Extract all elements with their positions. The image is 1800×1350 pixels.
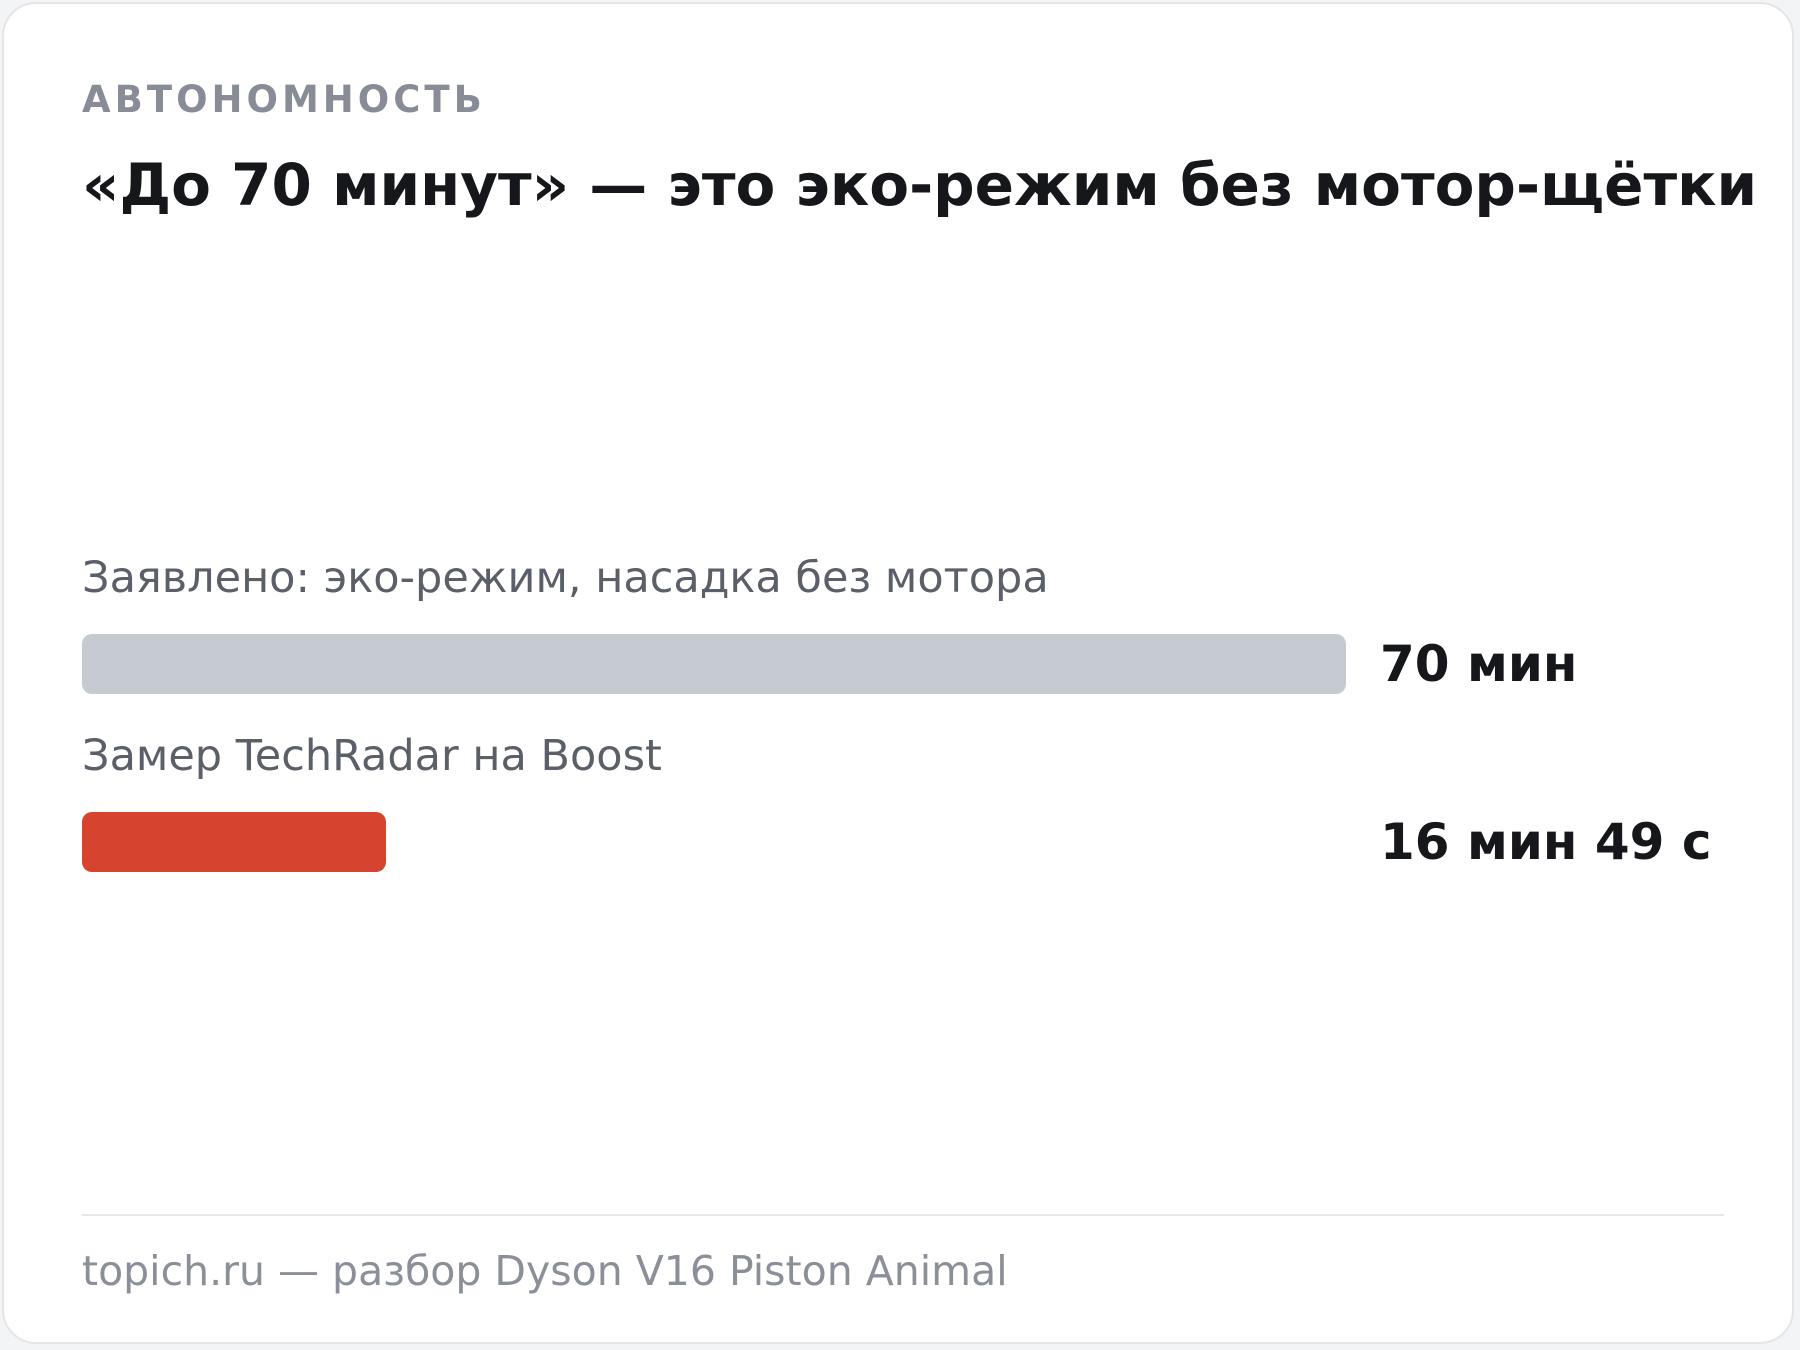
page-title: «До 70 минут» — это эко-режим без мотор-… [82,151,1758,219]
bar-chart: Заявлено: эко-режим, насадка без мотора 7… [4,4,1796,1346]
section-eyebrow: АВТОНОМНОСТЬ [82,78,486,121]
bar-label-2: Замер TechRadar на Boost [82,731,662,781]
footer-source: topich.ru — разбор Dyson V16 Piston Anim… [82,1247,1008,1295]
footer-divider [82,1214,1724,1216]
bar-label-1: Заявлено: эко-режим, насадка без мотора [82,553,1049,603]
bar-value-2: 16 мин 49 с [1380,813,1712,871]
bar-1 [82,634,1346,694]
bar-value-1: 70 мин [1380,635,1578,693]
bar-2 [82,812,386,872]
